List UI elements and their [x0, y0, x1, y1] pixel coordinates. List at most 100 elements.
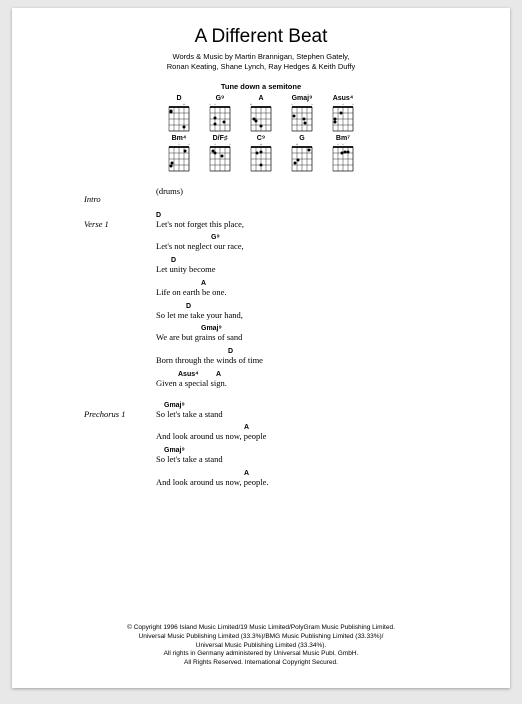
lyric-line: G⁹Let's not neglect our race,	[156, 234, 263, 252]
chord-row: D××G⁹××A××Gmaj⁹××Asus⁴××	[163, 95, 359, 133]
lyric-line: Gmaj⁹So let's take a stand	[156, 402, 269, 420]
lyric-line: Gmaj⁹We are but grains of sand	[156, 325, 263, 343]
chord-name: C⁹	[257, 135, 265, 142]
credits: Words & Music by Martin Brannigan, Steph…	[62, 52, 460, 72]
svg-text:×: ×	[337, 143, 339, 147]
chord-annotation: D	[186, 303, 191, 311]
chord-name: Bm⁷	[336, 135, 350, 142]
chord-name: Asus⁴	[333, 95, 354, 102]
chord-name: A	[258, 95, 263, 102]
svg-text:×: ×	[178, 143, 180, 147]
lyric-text: Let's not neglect our race,	[156, 241, 244, 251]
svg-text:×: ×	[311, 103, 313, 107]
chord-diagram: D××	[163, 95, 195, 133]
sheet-music-page: A Different Beat Words & Music by Martin…	[12, 8, 510, 688]
chord-name: G⁹	[216, 95, 225, 102]
lyric-line: ALife on earth be one.	[156, 280, 263, 298]
lyric-line: AAnd look around us now, people	[156, 424, 269, 442]
lyric-text: So let's take a stand	[156, 409, 223, 419]
chord-fretboard: ××	[329, 103, 357, 133]
svg-text:×: ×	[209, 103, 211, 107]
chord-diagram: Gmaj⁹××	[286, 95, 318, 133]
lyric-line: Asus⁴ AGiven a special sign.	[156, 371, 263, 389]
lyric-line: DBorn through the winds of time	[156, 348, 263, 366]
lyrics-sections: Intro(drums)Verse 1DLet's not forget thi…	[84, 187, 460, 493]
lyric-text: So let's take a stand	[156, 454, 223, 464]
chord-annotation: D	[171, 257, 176, 265]
song-title: A Different Beat	[62, 26, 460, 48]
svg-text:×: ×	[250, 103, 252, 107]
lyric-text: Given a special sign.	[156, 378, 227, 388]
chord-diagram-grid: D××G⁹××A××Gmaj⁹××Asus⁴×× Bm⁴××D/F♯××C⁹××…	[62, 95, 460, 173]
copyright-line: © Copyright 1996 Island Music Limited/19…	[12, 624, 510, 633]
lyric-line: (drums)	[156, 187, 183, 197]
svg-text:×: ×	[296, 143, 298, 147]
lyric-line: DLet unity become	[156, 257, 263, 275]
section-body: (drums)	[156, 187, 183, 204]
chord-fretboard: ××	[165, 103, 193, 133]
chord-diagram: D/F♯××	[204, 135, 236, 173]
chord-diagram: A××	[245, 95, 277, 133]
chord-name: D/F♯	[213, 135, 228, 142]
credits-line-1: Words & Music by Martin Brannigan, Steph…	[62, 52, 460, 62]
svg-text:×: ×	[291, 103, 293, 107]
lyric-line: Gmaj⁹So let's take a stand	[156, 447, 269, 465]
chord-fretboard: ××	[288, 143, 316, 173]
svg-text:×: ×	[188, 143, 190, 147]
chord-fretboard: ××	[247, 143, 275, 173]
copyright-line: All rights in Germany administered by Un…	[12, 650, 510, 659]
lyric-text: And look around us now, people	[156, 431, 266, 441]
chord-annotation: D	[228, 348, 233, 356]
lyric-line: DLet's not forget this place,	[156, 212, 263, 230]
chord-name: D	[176, 95, 181, 102]
copyright-line: Universal Music Publishing Limited (33.3…	[12, 633, 510, 642]
chord-name: G	[299, 135, 304, 142]
chord-fretboard: ××	[206, 103, 234, 133]
chord-fretboard: ××	[288, 103, 316, 133]
chord-annotation: Gmaj⁹	[164, 447, 185, 455]
chord-annotation: A	[244, 470, 249, 478]
lyric-text: Born through the winds of time	[156, 355, 263, 365]
section: Intro(drums)	[84, 187, 460, 204]
chord-fretboard: ××	[206, 143, 234, 173]
svg-text:×: ×	[229, 143, 231, 147]
chord-fretboard: ××	[165, 143, 193, 173]
copyright-line: Universal Music Publishing Limited (33.3…	[12, 642, 510, 651]
svg-text:×: ×	[214, 103, 216, 107]
section-label: Intro	[84, 187, 156, 204]
chord-annotation: G⁹	[211, 234, 220, 242]
section-label: Prechorus 1	[84, 402, 156, 493]
lyric-text: (drums)	[156, 186, 183, 196]
chord-name: Bm⁴	[172, 135, 187, 142]
lyric-text: We are but grains of sand	[156, 332, 242, 342]
chord-fretboard: ××	[247, 103, 275, 133]
chord-diagram: C⁹××	[245, 135, 277, 173]
tuning-note: Tune down a semitone	[62, 82, 460, 91]
chord-annotation: A	[201, 280, 206, 288]
svg-text:×: ×	[260, 143, 262, 147]
lyric-text: Life on earth be one.	[156, 287, 227, 297]
copyright-line: All Rights Reserved. International Copyr…	[12, 659, 510, 668]
section: Verse 1DLet's not forget this place,G⁹Le…	[84, 212, 460, 394]
chord-fretboard: ××	[329, 143, 357, 173]
section-body: Gmaj⁹So let's take a standAAnd look arou…	[156, 402, 269, 493]
section-label: Verse 1	[84, 212, 156, 394]
lyric-line: DSo let me take your hand,	[156, 303, 263, 321]
chord-row: Bm⁴××D/F♯××C⁹××G××Bm⁷××	[163, 135, 359, 173]
lyric-text: Let unity become	[156, 264, 215, 274]
section-body: DLet's not forget this place,G⁹Let's not…	[156, 212, 263, 394]
chord-annotation: Asus⁴	[178, 371, 199, 379]
chord-annotation: Gmaj⁹	[201, 325, 222, 333]
chord-diagram: G⁹××	[204, 95, 236, 133]
chord-diagram: G××	[286, 135, 318, 173]
svg-text:×: ×	[352, 103, 354, 107]
chord-diagram: Asus⁴××	[327, 95, 359, 133]
svg-text:×: ×	[183, 103, 185, 107]
svg-text:×: ×	[214, 143, 216, 147]
chord-annotation: A	[216, 371, 221, 379]
lyric-text: Let's not forget this place,	[156, 219, 244, 229]
lyric-text: And look around us now, people.	[156, 477, 269, 487]
credits-line-2: Ronan Keating, Shane Lynch, Ray Hedges &…	[62, 62, 460, 72]
lyric-text: So let me take your hand,	[156, 310, 243, 320]
svg-text:×: ×	[342, 143, 344, 147]
